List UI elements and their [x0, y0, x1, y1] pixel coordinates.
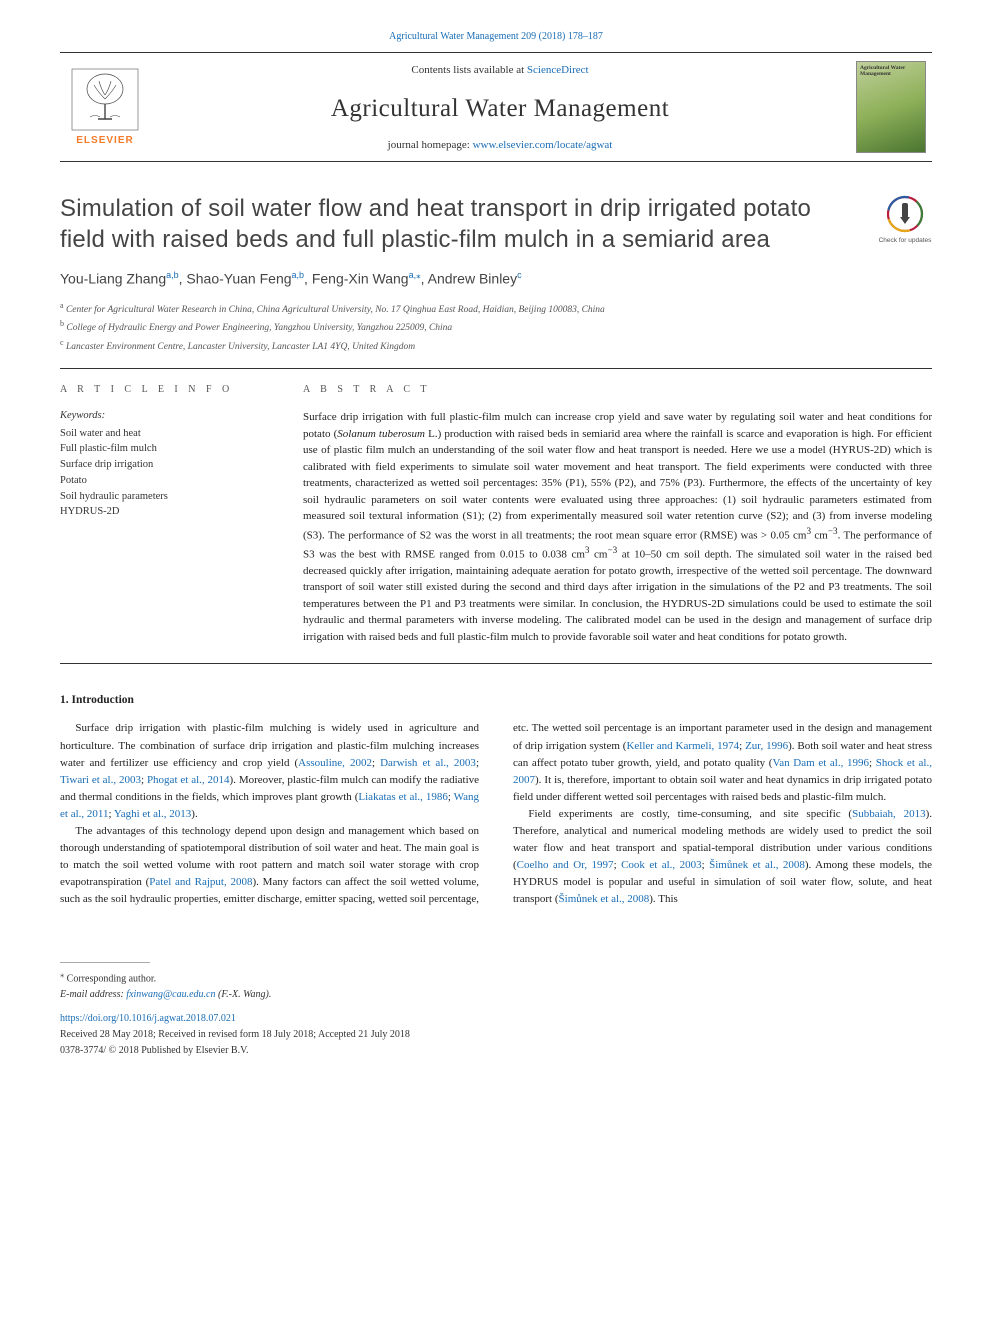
abstract-label: A B S T R A C T [303, 383, 932, 397]
affiliation-line: a Center for Agricultural Water Research… [60, 300, 932, 317]
keyword-item: Full plastic-film mulch [60, 441, 265, 457]
homepage-prefix: journal homepage: [388, 139, 473, 151]
journal-title: Agricultural Water Management [150, 91, 850, 126]
check-updates-label: Check for updates [879, 237, 932, 244]
email-line: E-mail address: fxinwang@cau.edu.cn (F.-… [60, 988, 932, 1002]
keyword-item: Potato [60, 473, 265, 489]
corr-email-link[interactable]: fxinwang@cau.edu.cn [126, 989, 215, 1000]
journal-cover-image: Agricultural Water Management [856, 61, 926, 153]
doi-link[interactable]: https://doi.org/10.1016/j.agwat.2018.07.… [60, 1013, 236, 1024]
introduction-heading: 1. Introduction [60, 692, 932, 708]
copyright-line: 0378-3774/ © 2018 Published by Elsevier … [60, 1044, 932, 1058]
corresponding-author: ⁎ Corresponding author. [60, 969, 932, 986]
introduction-body: Surface drip irrigation with plastic-fil… [60, 720, 932, 908]
crossmark-icon [885, 194, 925, 234]
article-title: Simulation of soil water flow and heat t… [60, 194, 854, 255]
email-prefix: E-mail address: [60, 989, 126, 1000]
journal-cover: Agricultural Water Management [850, 53, 932, 161]
abstract-text: Surface drip irrigation with full plasti… [303, 409, 932, 645]
keywords-label: Keywords: [60, 409, 265, 424]
corr-text: Corresponding author. [67, 973, 156, 984]
citation-link[interactable]: Agricultural Water Management 209 (2018)… [389, 31, 603, 42]
homepage-line: journal homepage: www.elsevier.com/locat… [150, 138, 850, 153]
article-header: Simulation of soil water flow and heat t… [60, 194, 932, 354]
running-header: Agricultural Water Management 209 (2018)… [60, 30, 932, 44]
intro-paragraph: Field experiments are costly, time-consu… [513, 806, 932, 908]
corr-marker: ⁎ [60, 970, 64, 979]
introduction-section: 1. Introduction Surface drip irrigation … [60, 692, 932, 908]
sciencedirect-link[interactable]: ScienceDirect [527, 64, 589, 76]
doi-line: https://doi.org/10.1016/j.agwat.2018.07.… [60, 1012, 932, 1026]
authors-line: You-Liang Zhanga,b, Shao-Yuan Fenga,b, F… [60, 269, 932, 289]
elsevier-logo: ELSEVIER [60, 53, 150, 161]
affiliations: a Center for Agricultural Water Research… [60, 300, 932, 354]
keywords-list: Soil water and heatFull plastic-film mul… [60, 426, 265, 521]
cover-title: Agricultural Water Management [860, 65, 922, 77]
keyword-item: Soil hydraulic parameters [60, 489, 265, 505]
page-footer: ⁎ Corresponding author. E-mail address: … [60, 962, 932, 1058]
article-history: Received 28 May 2018; Received in revise… [60, 1028, 932, 1042]
affiliation-line: c Lancaster Environment Centre, Lancaste… [60, 337, 932, 354]
journal-banner: ELSEVIER Contents lists available at Sci… [60, 52, 932, 162]
banner-center: Contents lists available at ScienceDirec… [150, 53, 850, 161]
keyword-item: Soil water and heat [60, 426, 265, 442]
article-info-label: A R T I C L E I N F O [60, 383, 265, 397]
email-author: (F.-X. Wang). [215, 989, 271, 1000]
contents-prefix: Contents lists available at [411, 64, 526, 76]
contents-line: Contents lists available at ScienceDirec… [150, 63, 850, 78]
keyword-item: Surface drip irrigation [60, 457, 265, 473]
intro-paragraph: Surface drip irrigation with plastic-fil… [60, 720, 479, 822]
info-abstract-row: A R T I C L E I N F O Keywords: Soil wat… [60, 369, 932, 664]
check-updates-badge[interactable]: Check for updates [878, 194, 932, 245]
elsevier-tree-icon [70, 67, 140, 132]
article-info-column: A R T I C L E I N F O Keywords: Soil wat… [60, 369, 265, 645]
journal-homepage-link[interactable]: www.elsevier.com/locate/agwat [473, 139, 613, 151]
keyword-item: HYDRUS-2D [60, 504, 265, 520]
affiliation-line: b College of Hydraulic Energy and Power … [60, 318, 932, 335]
abstract-column: A B S T R A C T Surface drip irrigation … [303, 369, 932, 645]
publisher-brand: ELSEVIER [76, 134, 133, 148]
